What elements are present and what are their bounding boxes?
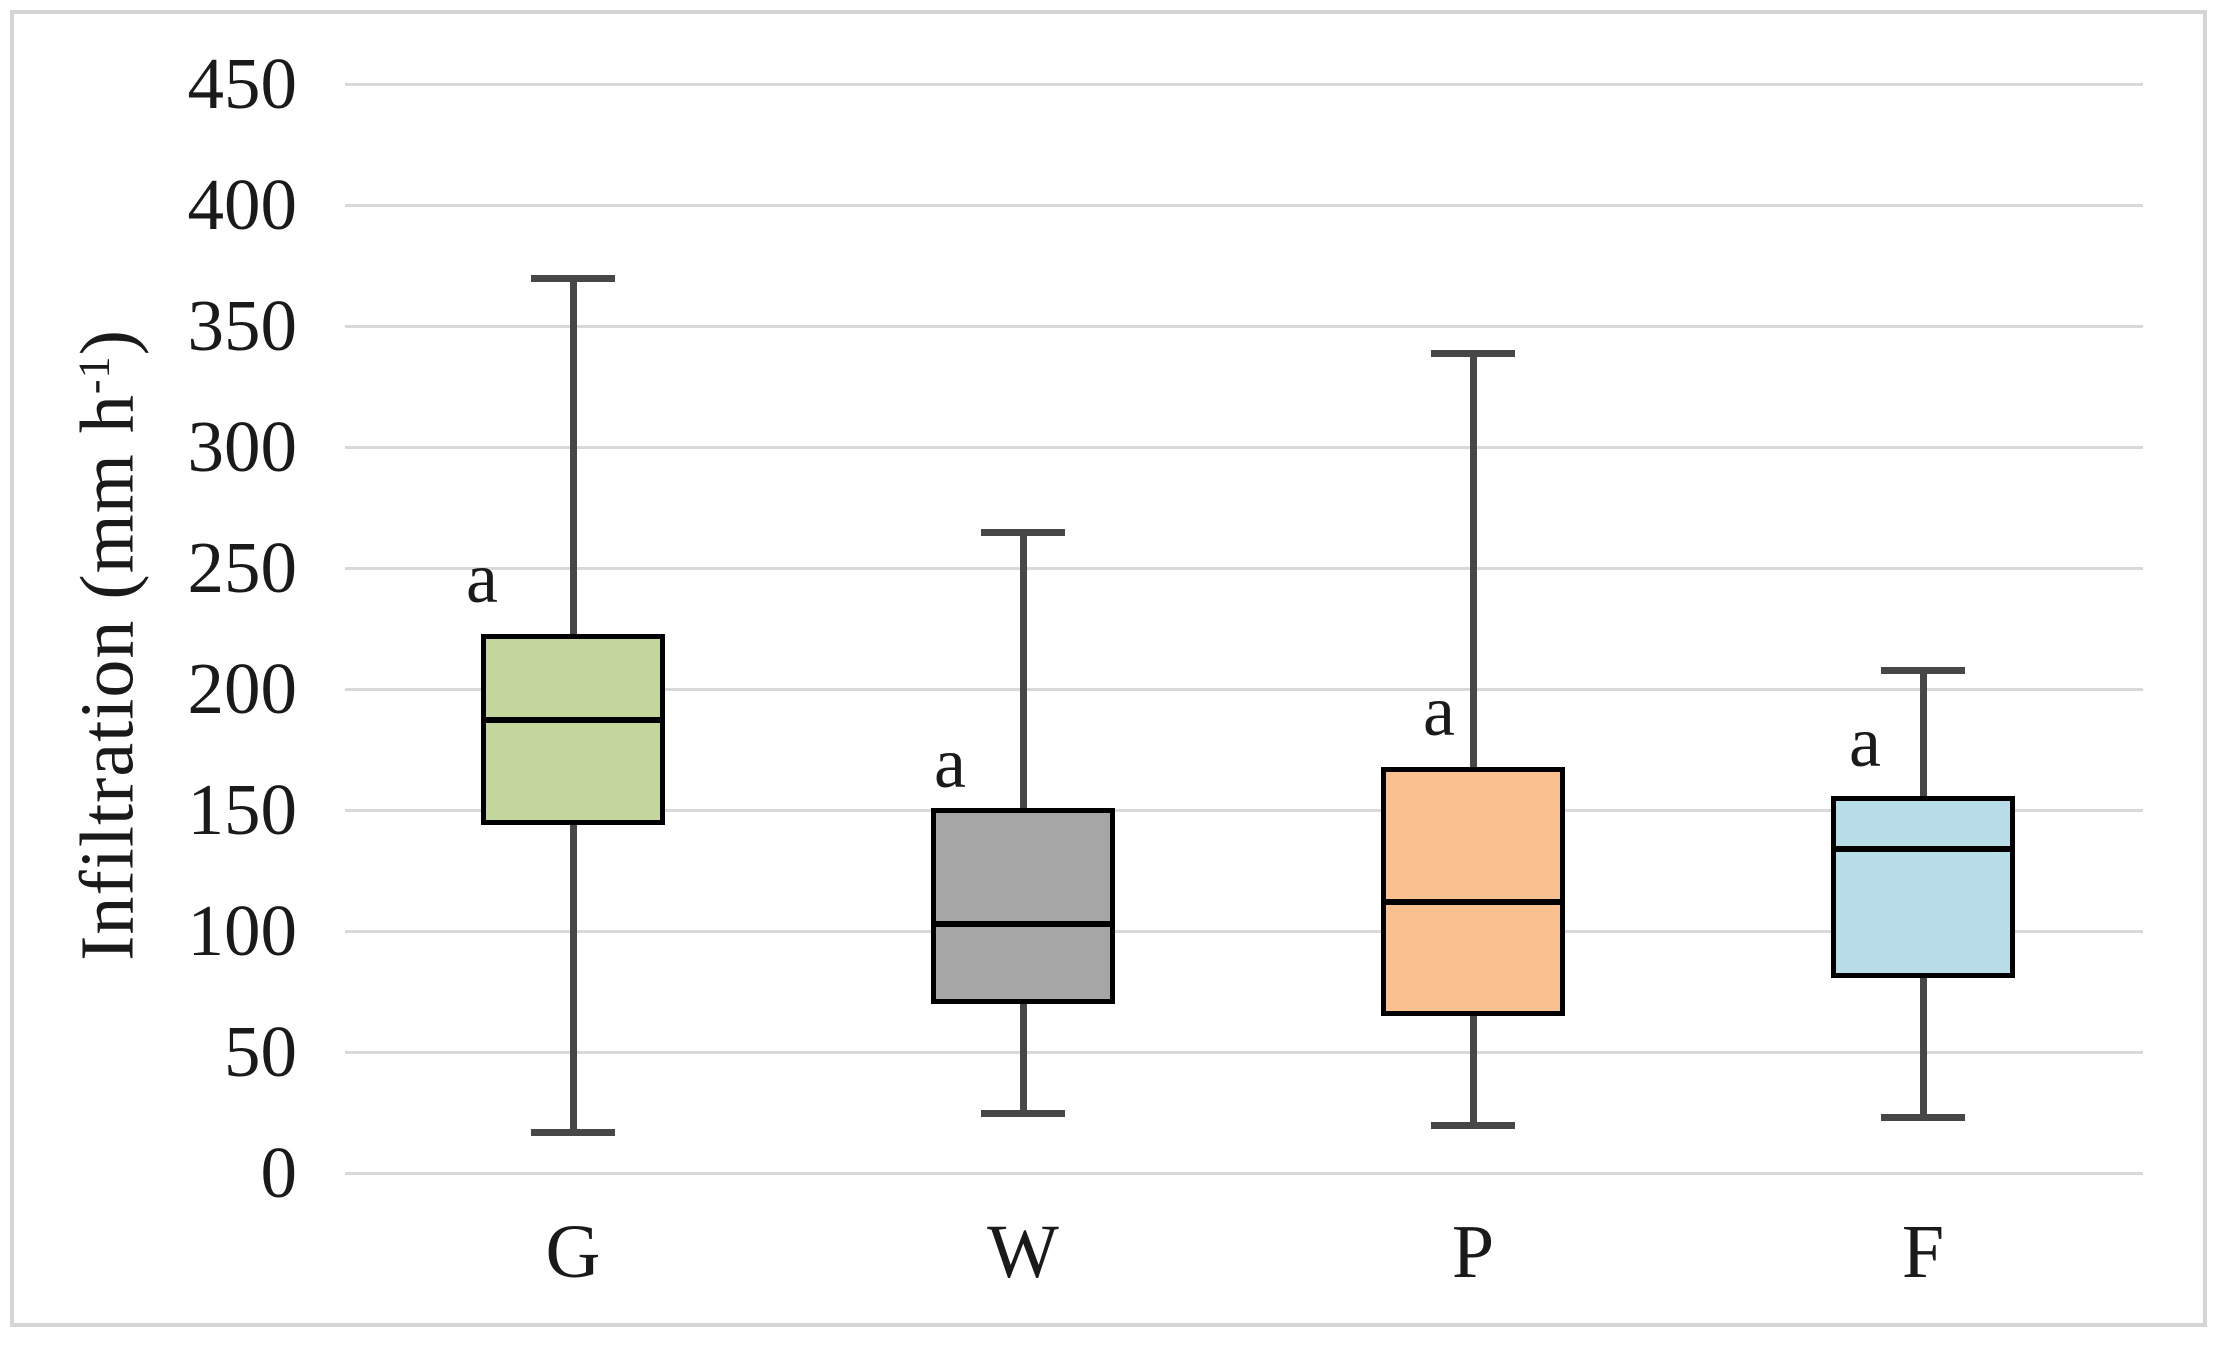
upper-whisker-cap-W bbox=[981, 529, 1065, 536]
x-axis-label-F: F bbox=[1901, 1210, 1945, 1294]
box-G bbox=[481, 634, 665, 825]
gridline-200 bbox=[345, 688, 2143, 691]
lower-whisker-cap-G bbox=[531, 1129, 615, 1136]
y-tick-label-100: 100 bbox=[187, 890, 298, 971]
median-line-G bbox=[481, 717, 665, 723]
y-tick-label-50: 50 bbox=[224, 1011, 297, 1092]
significance-label-W: a bbox=[934, 723, 966, 803]
upper-whisker-cap-G bbox=[531, 275, 615, 282]
gridline-0 bbox=[345, 1172, 2143, 1175]
x-axis-label-W: W bbox=[987, 1210, 1059, 1294]
y-tick-label-300: 300 bbox=[187, 406, 298, 487]
lower-whisker-W bbox=[1020, 1001, 1027, 1113]
y-tick-label-0: 0 bbox=[260, 1132, 298, 1213]
lower-whisker-G bbox=[570, 822, 577, 1132]
gridline-450 bbox=[345, 83, 2143, 86]
upper-whisker-cap-P bbox=[1431, 350, 1515, 357]
upper-whisker-G bbox=[570, 278, 577, 636]
figure-border bbox=[10, 10, 2207, 1327]
gridline-250 bbox=[345, 567, 2143, 570]
gridline-400 bbox=[345, 204, 2143, 207]
box-W bbox=[931, 808, 1115, 1004]
y-tick-label-200: 200 bbox=[187, 648, 298, 729]
lower-whisker-P bbox=[1470, 1013, 1477, 1125]
median-line-P bbox=[1381, 899, 1565, 905]
median-line-F bbox=[1831, 846, 2015, 852]
significance-label-P: a bbox=[1423, 671, 1455, 751]
y-tick-label-350: 350 bbox=[187, 285, 298, 366]
gridline-350 bbox=[345, 325, 2143, 328]
lower-whisker-cap-F bbox=[1881, 1114, 1965, 1121]
gridline-50 bbox=[345, 1051, 2143, 1054]
x-axis-label-P: P bbox=[1451, 1210, 1495, 1294]
upper-whisker-cap-F bbox=[1881, 667, 1965, 674]
gridline-150 bbox=[345, 809, 2143, 812]
y-tick-label-400: 400 bbox=[187, 164, 298, 245]
significance-label-G: a bbox=[466, 538, 498, 618]
gridline-100 bbox=[345, 930, 2143, 933]
upper-whisker-F bbox=[1920, 670, 1927, 798]
y-tick-label-150: 150 bbox=[187, 769, 298, 850]
upper-whisker-P bbox=[1470, 353, 1477, 769]
upper-whisker-W bbox=[1020, 532, 1027, 810]
box-F bbox=[1831, 796, 2015, 978]
x-axis-label-G: G bbox=[545, 1210, 601, 1294]
gridline-300 bbox=[345, 446, 2143, 449]
y-tick-label-250: 250 bbox=[187, 527, 298, 608]
significance-label-F: a bbox=[1849, 702, 1881, 782]
lower-whisker-cap-P bbox=[1431, 1122, 1515, 1129]
median-line-W bbox=[931, 921, 1115, 927]
lower-whisker-F bbox=[1920, 975, 1927, 1117]
box-P bbox=[1381, 767, 1565, 1016]
y-tick-label-450: 450 bbox=[187, 43, 298, 124]
lower-whisker-cap-W bbox=[981, 1110, 1065, 1117]
